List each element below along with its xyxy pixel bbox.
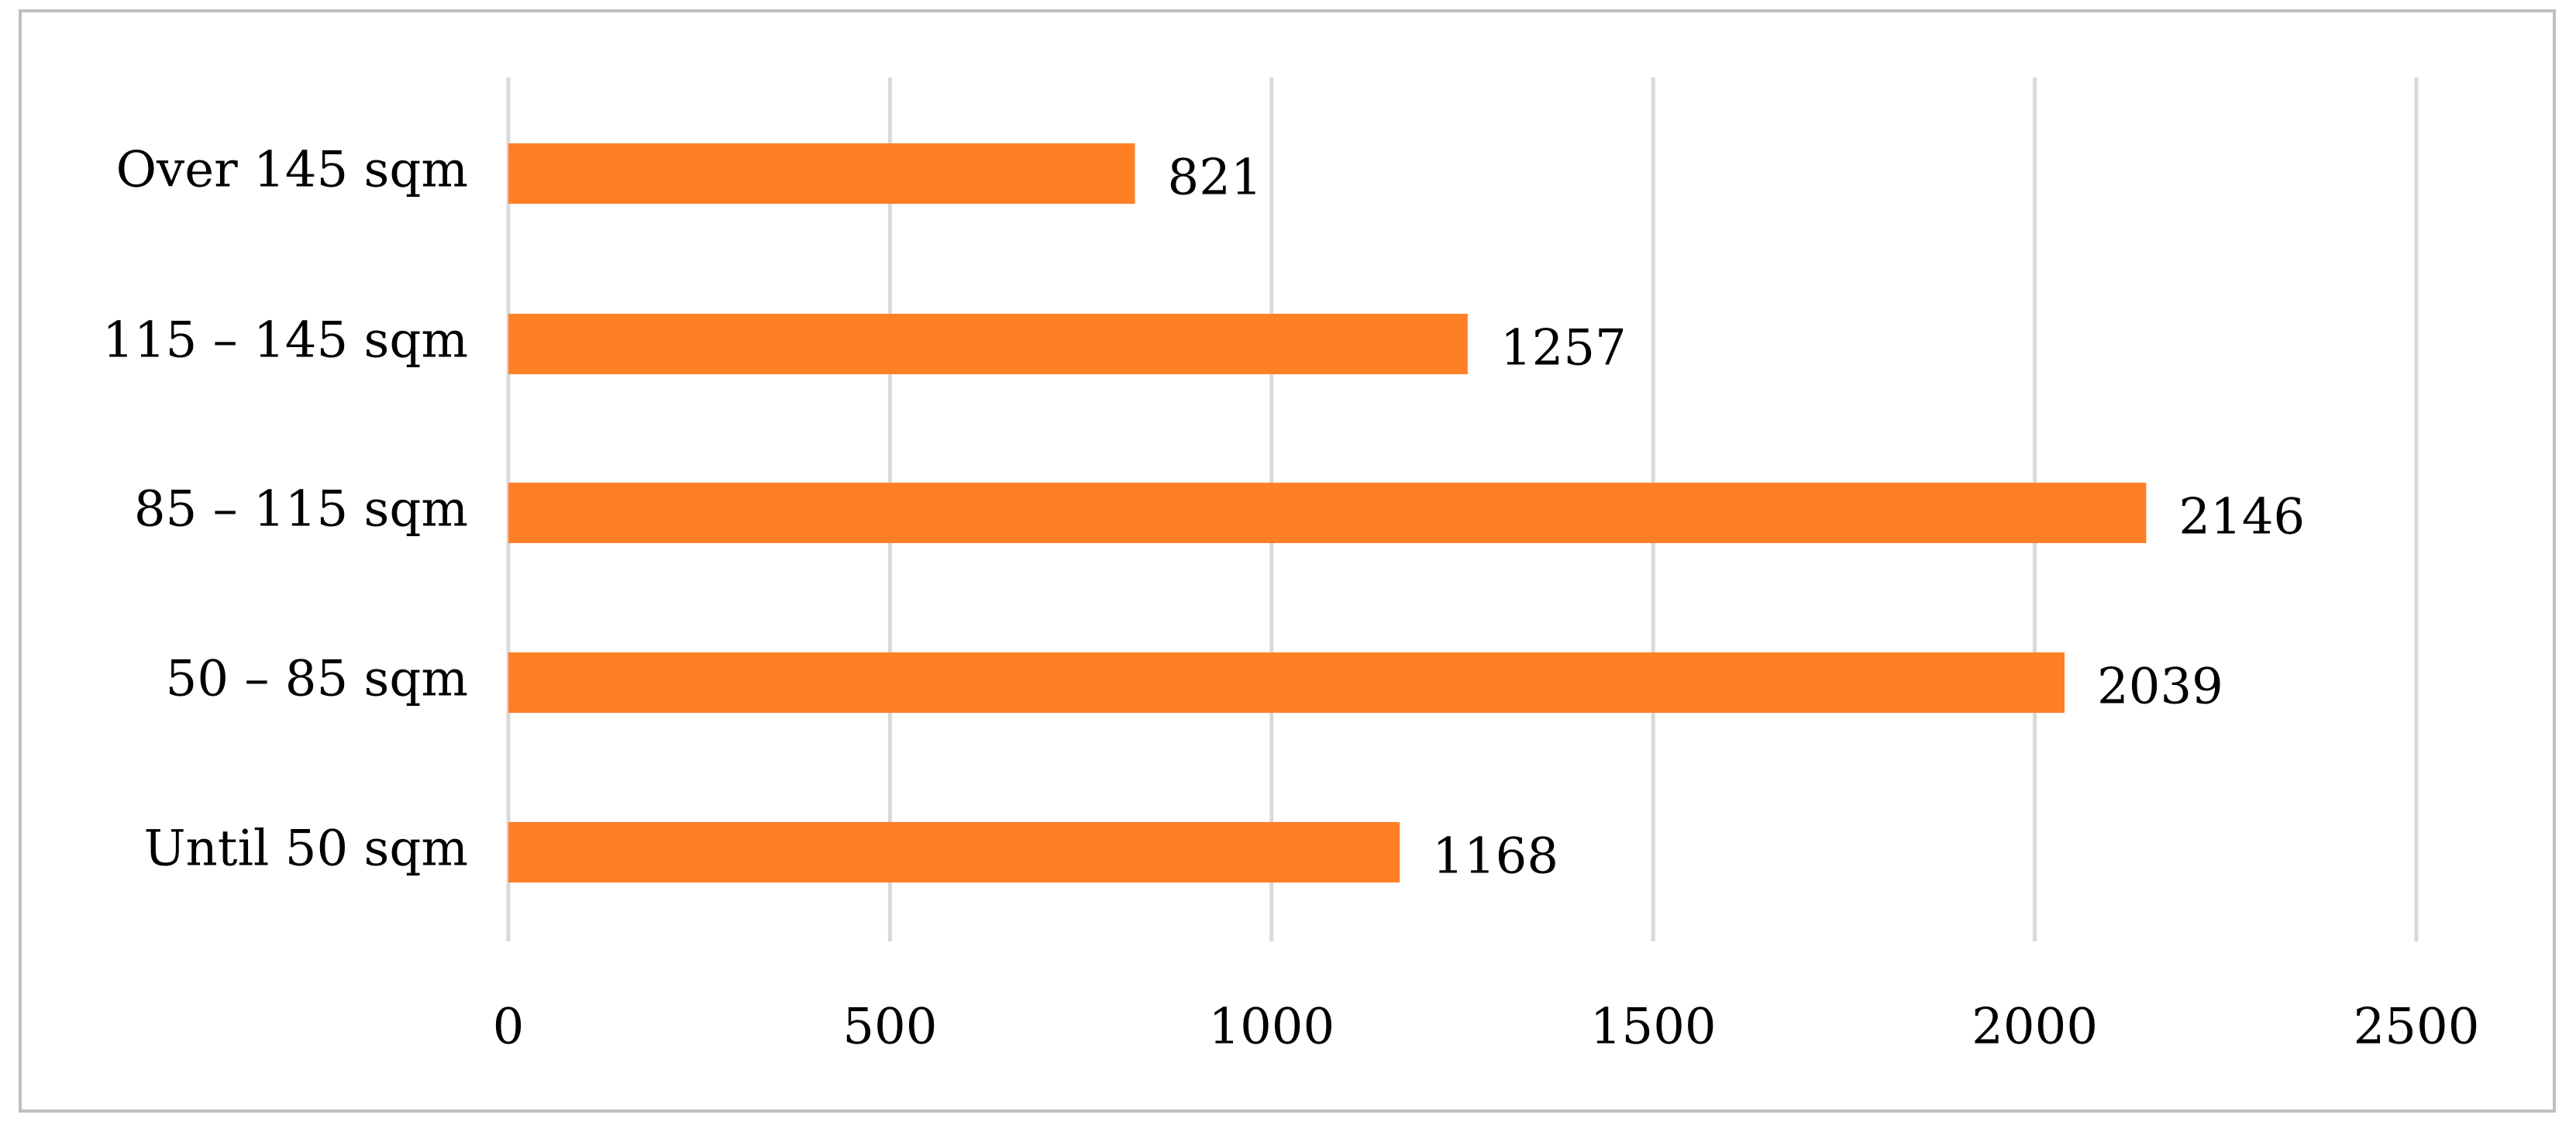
x-tick-label-2000: 2000	[1972, 999, 2098, 1056]
category-label-0: Over 145 sqm	[116, 142, 468, 199]
data-label-1: 1257	[1500, 320, 1627, 377]
chart-frame	[19, 9, 2556, 1113]
labels: 0 500 1000 1500 2000 2500 Over 145 sqm 821 115 –…	[102, 142, 2479, 1056]
x-tick-label-1000: 1000	[1208, 999, 1334, 1056]
data-label-2: 2146	[2178, 489, 2305, 546]
category-label-4: Until 50 sqm	[144, 821, 468, 878]
x-tick-label-0: 0	[493, 999, 525, 1056]
data-label-0: 821	[1168, 150, 1262, 207]
data-label-3: 2039	[2097, 659, 2223, 716]
bar-1	[508, 314, 1468, 374]
x-tick-label-500: 500	[842, 999, 937, 1056]
x-tick-label-2500: 2500	[2354, 999, 2480, 1056]
category-label-1: 115 – 145 sqm	[102, 312, 468, 370]
data-label-4: 1168	[1432, 828, 1558, 886]
bar-2	[508, 483, 2147, 543]
bar-4	[508, 822, 1400, 882]
x-tick-label-1500: 1500	[1590, 999, 1717, 1056]
bar-3	[508, 652, 2065, 713]
category-label-3: 50 – 85 sqm	[166, 651, 468, 708]
category-label-2: 85 – 115 sqm	[134, 481, 468, 538]
bar-0	[508, 143, 1135, 204]
bars	[508, 143, 2147, 882]
